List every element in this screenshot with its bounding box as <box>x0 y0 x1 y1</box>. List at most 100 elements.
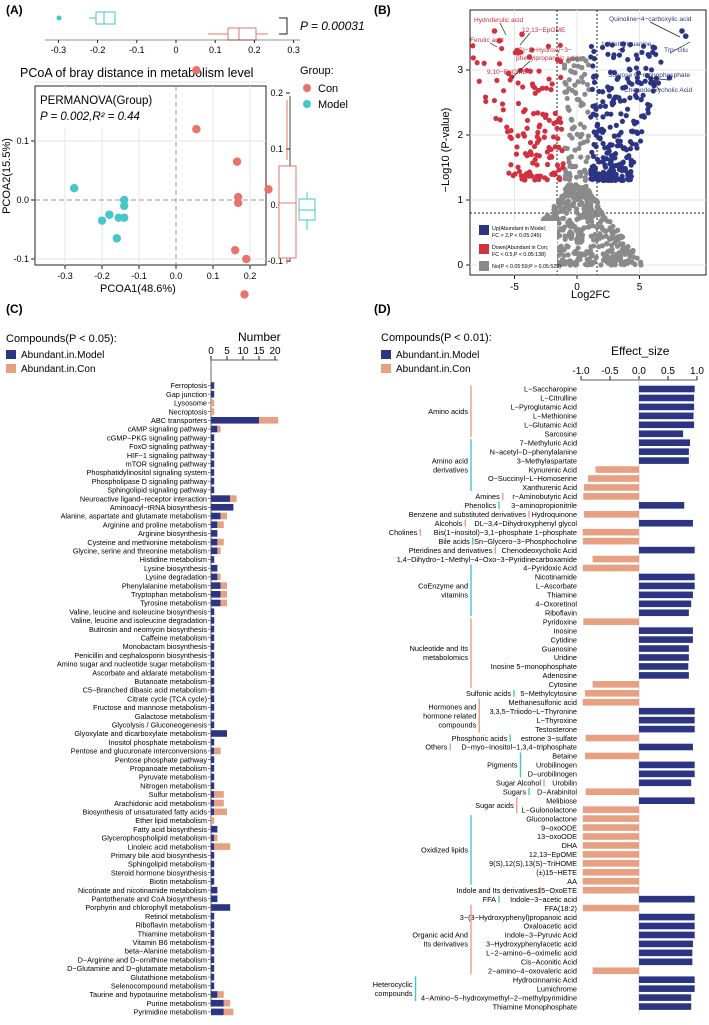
panel-c-category-label: Pyrimidine metabolism <box>134 1008 207 1017</box>
point-up <box>623 168 629 174</box>
point-up-labeled <box>666 75 673 81</box>
point-up <box>627 41 634 48</box>
legend-up-swatch <box>479 225 489 235</box>
point-down <box>508 135 515 142</box>
point-not-significant <box>561 194 567 200</box>
point-down <box>516 168 523 175</box>
bar-model <box>211 582 221 589</box>
point-not-significant <box>588 205 594 211</box>
point-not-significant <box>576 184 582 190</box>
panel-d-compound-label: Urobilin <box>552 779 577 788</box>
point-up <box>627 146 634 152</box>
model-box <box>95 11 116 25</box>
permanova-box <box>38 89 156 127</box>
point-not-significant <box>550 214 556 220</box>
bar-abundant-con <box>585 752 639 760</box>
point-up <box>591 56 597 62</box>
bar-model <box>211 712 215 720</box>
panel-d-compound-label: Xanthurenic Acid <box>522 483 577 492</box>
point-down <box>521 109 527 115</box>
panel-d-tick-label: 1.0 <box>690 366 704 377</box>
bar-abundant-con <box>582 806 639 813</box>
point-up <box>602 145 608 151</box>
point-not-significant <box>570 186 576 193</box>
point-up <box>609 42 615 48</box>
panel-d-compound-label: L−Ascorbate <box>536 582 577 591</box>
point-down <box>504 124 510 130</box>
point-up <box>589 176 596 182</box>
point-down <box>481 60 487 66</box>
point-not-significant <box>571 200 577 206</box>
point-up-labeled <box>682 33 689 39</box>
bar-model <box>211 443 215 450</box>
top-boxplot-con <box>208 27 268 41</box>
panel-c-category-label: Lysine biosynthesis <box>144 564 207 573</box>
panel-c-category-label: HIF−1 signaling pathway <box>127 451 207 460</box>
panel-d-compound-label: 7−Methyluric Acid <box>520 438 577 447</box>
point-not-significant <box>581 188 587 194</box>
panel-d-compound-label: Thiamine Monophosphate <box>493 1002 577 1011</box>
annotation-chenodeoxycholic: Chenodeoxycholic Acid <box>624 87 693 94</box>
panel-d-compound-label: FFA(18:2) <box>545 904 577 913</box>
point-not-significant <box>614 235 620 241</box>
legend-con-label: Con <box>318 83 338 95</box>
bar-abundant-model <box>639 895 695 903</box>
volcano-ylabel: −Log10 (P-value) <box>440 108 452 193</box>
bar-model <box>211 747 215 755</box>
legend-con-swatch <box>303 84 311 92</box>
panel-d-compound-label: L−Thyroxine <box>537 716 577 725</box>
scatter-x-ticks: -0.3 -0.2 -0.1 0.0 0.1 0.2 <box>57 265 256 281</box>
bar-abundant-model <box>639 940 693 948</box>
point-down <box>556 167 562 173</box>
bar-abundant-model <box>639 761 695 769</box>
point-down <box>531 143 538 150</box>
point-down <box>548 87 554 93</box>
point-down <box>554 162 561 168</box>
point-up <box>600 114 606 120</box>
bar-con <box>214 834 218 842</box>
point-not-significant <box>588 233 594 239</box>
point-not-significant <box>569 126 575 132</box>
panel-c-category-label: Sphingolipid metabolism <box>128 860 207 869</box>
point-not-significant <box>581 225 587 231</box>
bar-con <box>214 791 224 798</box>
point-not-significant <box>582 206 589 212</box>
bar-abundant-con <box>582 698 639 706</box>
panel-c-category-label: Riboflavin metabolism <box>136 921 207 930</box>
group-label: Indole and Its derivatives <box>457 886 538 895</box>
bar-abundant-model <box>639 457 689 464</box>
point-down-labeled <box>505 70 512 77</box>
panel-c-category-label: Butirosin and neomycin biosynthesis <box>89 625 207 634</box>
point-up-labeled <box>620 41 627 47</box>
point-not-significant <box>578 169 584 176</box>
panel-c-category-label: Cysteine and methionine metabolism <box>87 538 207 547</box>
bar-abundant-con <box>582 851 639 858</box>
panel-b: (B) -5 0 5 0 1 2 3 Log2FC −Log10 (P-value) Hyd… <box>374 3 707 301</box>
point-not-significant <box>581 124 587 130</box>
bar-model <box>211 991 218 998</box>
point-not-significant <box>593 254 599 261</box>
bar-con <box>220 512 227 520</box>
point-up <box>593 176 599 182</box>
bar-model <box>211 382 215 389</box>
scatter-ylabel: PCOA2(15.5%) <box>1 138 13 214</box>
group-label: hormone related <box>423 711 476 720</box>
point-up <box>597 103 604 110</box>
point-up <box>643 65 649 71</box>
con-point <box>232 157 242 166</box>
model-outlier-point <box>56 15 62 21</box>
group-label: Heterocyclic <box>373 980 413 989</box>
panel-d-tick-label: 0.0 <box>632 366 646 377</box>
bar-con <box>214 843 231 850</box>
bar-abundant-model <box>639 931 695 939</box>
panel-c-category-label: Alanine, aspartate and glutamate metabol… <box>61 512 207 521</box>
bar-abundant-con <box>582 869 639 876</box>
panel-c-category-label: D−Arginine and D−ornithine metabolism <box>78 955 207 964</box>
point-down <box>499 101 506 107</box>
point-up <box>588 43 595 50</box>
point-not-significant <box>564 95 570 102</box>
point-not-significant <box>596 244 602 250</box>
panel-c-category-label: Inositol phosphate metabolism <box>108 738 207 747</box>
point-not-significant <box>579 131 585 137</box>
point-up <box>647 102 653 109</box>
